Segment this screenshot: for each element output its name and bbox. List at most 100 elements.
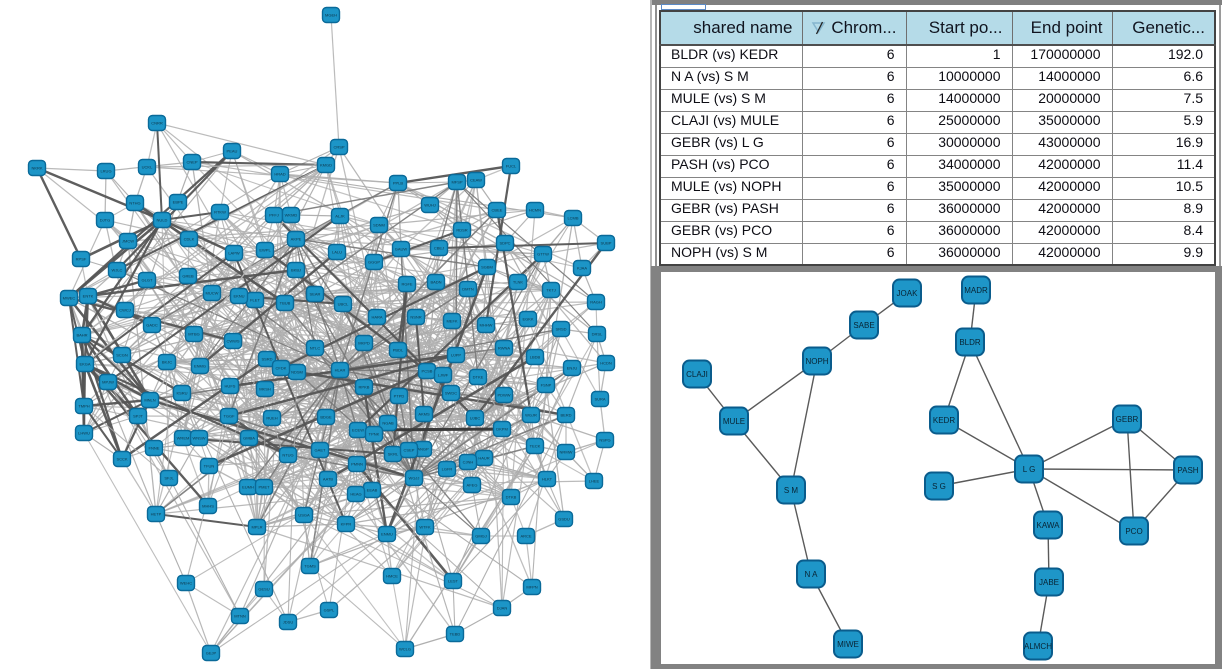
svg-text:NTUG: NTUG (282, 453, 293, 458)
svg-text:GGGP: GGGP (368, 260, 380, 265)
svg-text:SUBP: SUBP (601, 241, 612, 246)
svg-text:PTPD: PTPD (394, 394, 405, 399)
svg-text:HCMN: HCMN (529, 208, 541, 213)
svg-text:HCDN: HCDN (600, 361, 612, 366)
svg-text:CLAJI: CLAJI (686, 370, 708, 379)
svg-text:TGMS: TGMS (304, 564, 316, 569)
svg-text:BKBJ: BKBJ (291, 268, 301, 273)
svg-text:KAWA: KAWA (1037, 521, 1061, 530)
svg-text:MPJW: MPJW (102, 380, 114, 385)
svg-text:PDWW: PDWW (497, 393, 510, 398)
svg-text:JABE: JABE (1039, 578, 1059, 587)
svg-text:CDLK: CDLK (184, 237, 195, 242)
svg-text:GAUW: GAUW (395, 247, 408, 252)
svg-text:ALJK: ALJK (335, 214, 345, 219)
svg-text:GADC: GADC (146, 323, 158, 328)
svg-text:JMCW: JMCW (122, 239, 134, 244)
svg-text:TPNK: TPNK (369, 432, 380, 437)
svg-text:MIWE: MIWE (837, 640, 859, 649)
svg-text:KSRU: KSRU (176, 391, 187, 396)
svg-text:MHHW: MHHW (480, 323, 493, 328)
svg-text:FSNP: FSNP (541, 383, 552, 388)
svg-text:TMPH: TMPH (78, 404, 89, 409)
svg-text:RPKB: RPKB (359, 385, 370, 390)
svg-text:DRSL: DRSL (592, 332, 603, 337)
svg-text:SEAR: SEAR (310, 292, 321, 297)
svg-text:EBPE: EBPE (173, 200, 184, 205)
svg-text:SKRL: SKRL (388, 452, 399, 457)
svg-text:TKTJ: TKTJ (546, 288, 556, 293)
svg-text:AKMS: AKMS (418, 412, 430, 417)
svg-text:NDSM: NDSM (291, 370, 303, 375)
svg-text:TECK: TECK (530, 444, 541, 449)
svg-text:MHHS: MHHS (202, 504, 214, 509)
svg-text:MPLR: MPLR (251, 525, 262, 530)
svg-text:CWWS: CWWS (226, 339, 239, 344)
svg-text:BADN: BADN (430, 280, 441, 285)
svg-text:PCSB: PCSB (422, 369, 433, 374)
svg-text:LJWF: LJWF (438, 373, 449, 378)
svg-text:SRSD: SRSD (555, 327, 566, 332)
svg-text:GREB: GREB (182, 274, 194, 279)
svg-text:GTTW: GTTW (537, 252, 549, 257)
svg-text:KEDR: KEDR (933, 416, 955, 425)
svg-text:NTLC: NTLC (310, 346, 321, 351)
svg-text:KJAA: KJAA (577, 266, 587, 271)
svg-text:RWNA: RWNA (498, 346, 510, 351)
svg-text:MEFK: MEFK (446, 319, 457, 324)
svg-text:NGAB: NGAB (382, 421, 394, 426)
svg-text:USGA: USGA (298, 513, 310, 518)
svg-text:GSPL: GSPL (324, 608, 335, 613)
svg-text:SDNM: SDNM (373, 223, 385, 228)
svg-text:EWPL: EWPL (259, 248, 271, 253)
svg-text:TFUN: TFUN (204, 464, 215, 469)
svg-text:EKNU: EKNU (233, 294, 244, 299)
svg-text:MKPD: MKPD (358, 341, 370, 346)
svg-text:UJPP: UJPP (451, 353, 462, 358)
svg-text:RGFE: RGFE (401, 282, 412, 287)
svg-text:TLNK: TLNK (513, 280, 524, 285)
svg-text:WNSW: WNSW (192, 436, 205, 441)
svg-text:LRUG: LRUG (100, 169, 111, 174)
svg-text:BERD: BERD (560, 413, 571, 418)
svg-text:PBDL: PBDL (393, 348, 404, 353)
svg-text:HARA: HARA (371, 315, 382, 320)
svg-text:AFEG: AFEG (467, 483, 478, 488)
svg-text:GMGJ: GMGJ (475, 534, 487, 539)
svg-text:DTKE: DTKE (473, 375, 484, 380)
svg-text:RUEH: RUEH (266, 416, 277, 421)
svg-text:NTHG: NTHG (129, 201, 140, 206)
svg-text:LHEE: LHEE (589, 479, 600, 484)
svg-text:HEAG: HEAG (350, 492, 361, 497)
svg-text:PPLB: PPLB (393, 181, 404, 186)
svg-text:CNRR: CNRR (151, 121, 163, 126)
svg-text:CFDK: CFDK (276, 366, 287, 371)
svg-text:WGJR: WGJR (525, 413, 537, 418)
svg-text:GMBA: GMBA (243, 436, 255, 441)
svg-text:RTKW: RTKW (214, 210, 226, 215)
svg-text:HETP: HETP (151, 512, 162, 517)
svg-text:NKRK: NKRK (31, 166, 42, 171)
svg-text:PMET: PMET (258, 485, 270, 490)
svg-text:SGBM: SGBM (481, 265, 493, 270)
svg-text:MNLN: MNLN (144, 398, 155, 403)
svg-text:CBEJ: CBEJ (434, 246, 444, 251)
svg-text:BKJC: BKJC (162, 360, 172, 365)
svg-text:PASH: PASH (1177, 466, 1198, 475)
svg-text:ENTK: ENTK (83, 294, 94, 299)
svg-text:NULD: NULD (157, 218, 168, 223)
svg-text:MADR: MADR (964, 286, 988, 295)
svg-text:KMGD: KMGD (320, 163, 332, 168)
svg-text:SABE: SABE (853, 321, 874, 330)
svg-text:SSRD: SSRD (261, 357, 272, 362)
svg-text:TBUB: TBUB (280, 301, 291, 306)
svg-text:GEJP: GEJP (206, 651, 217, 656)
svg-text:PCO: PCO (1125, 527, 1142, 536)
svg-text:CEAW: CEAW (470, 178, 482, 183)
svg-text:NRMW: NRMW (560, 450, 573, 455)
svg-text:EEAB: EEAB (367, 488, 378, 493)
svg-text:JDSU: JDSU (283, 620, 294, 625)
svg-text:CBEE: CBEE (492, 208, 503, 213)
svg-text:CNEP: CNEP (186, 160, 197, 165)
svg-text:NSNR: NSNR (410, 315, 421, 320)
